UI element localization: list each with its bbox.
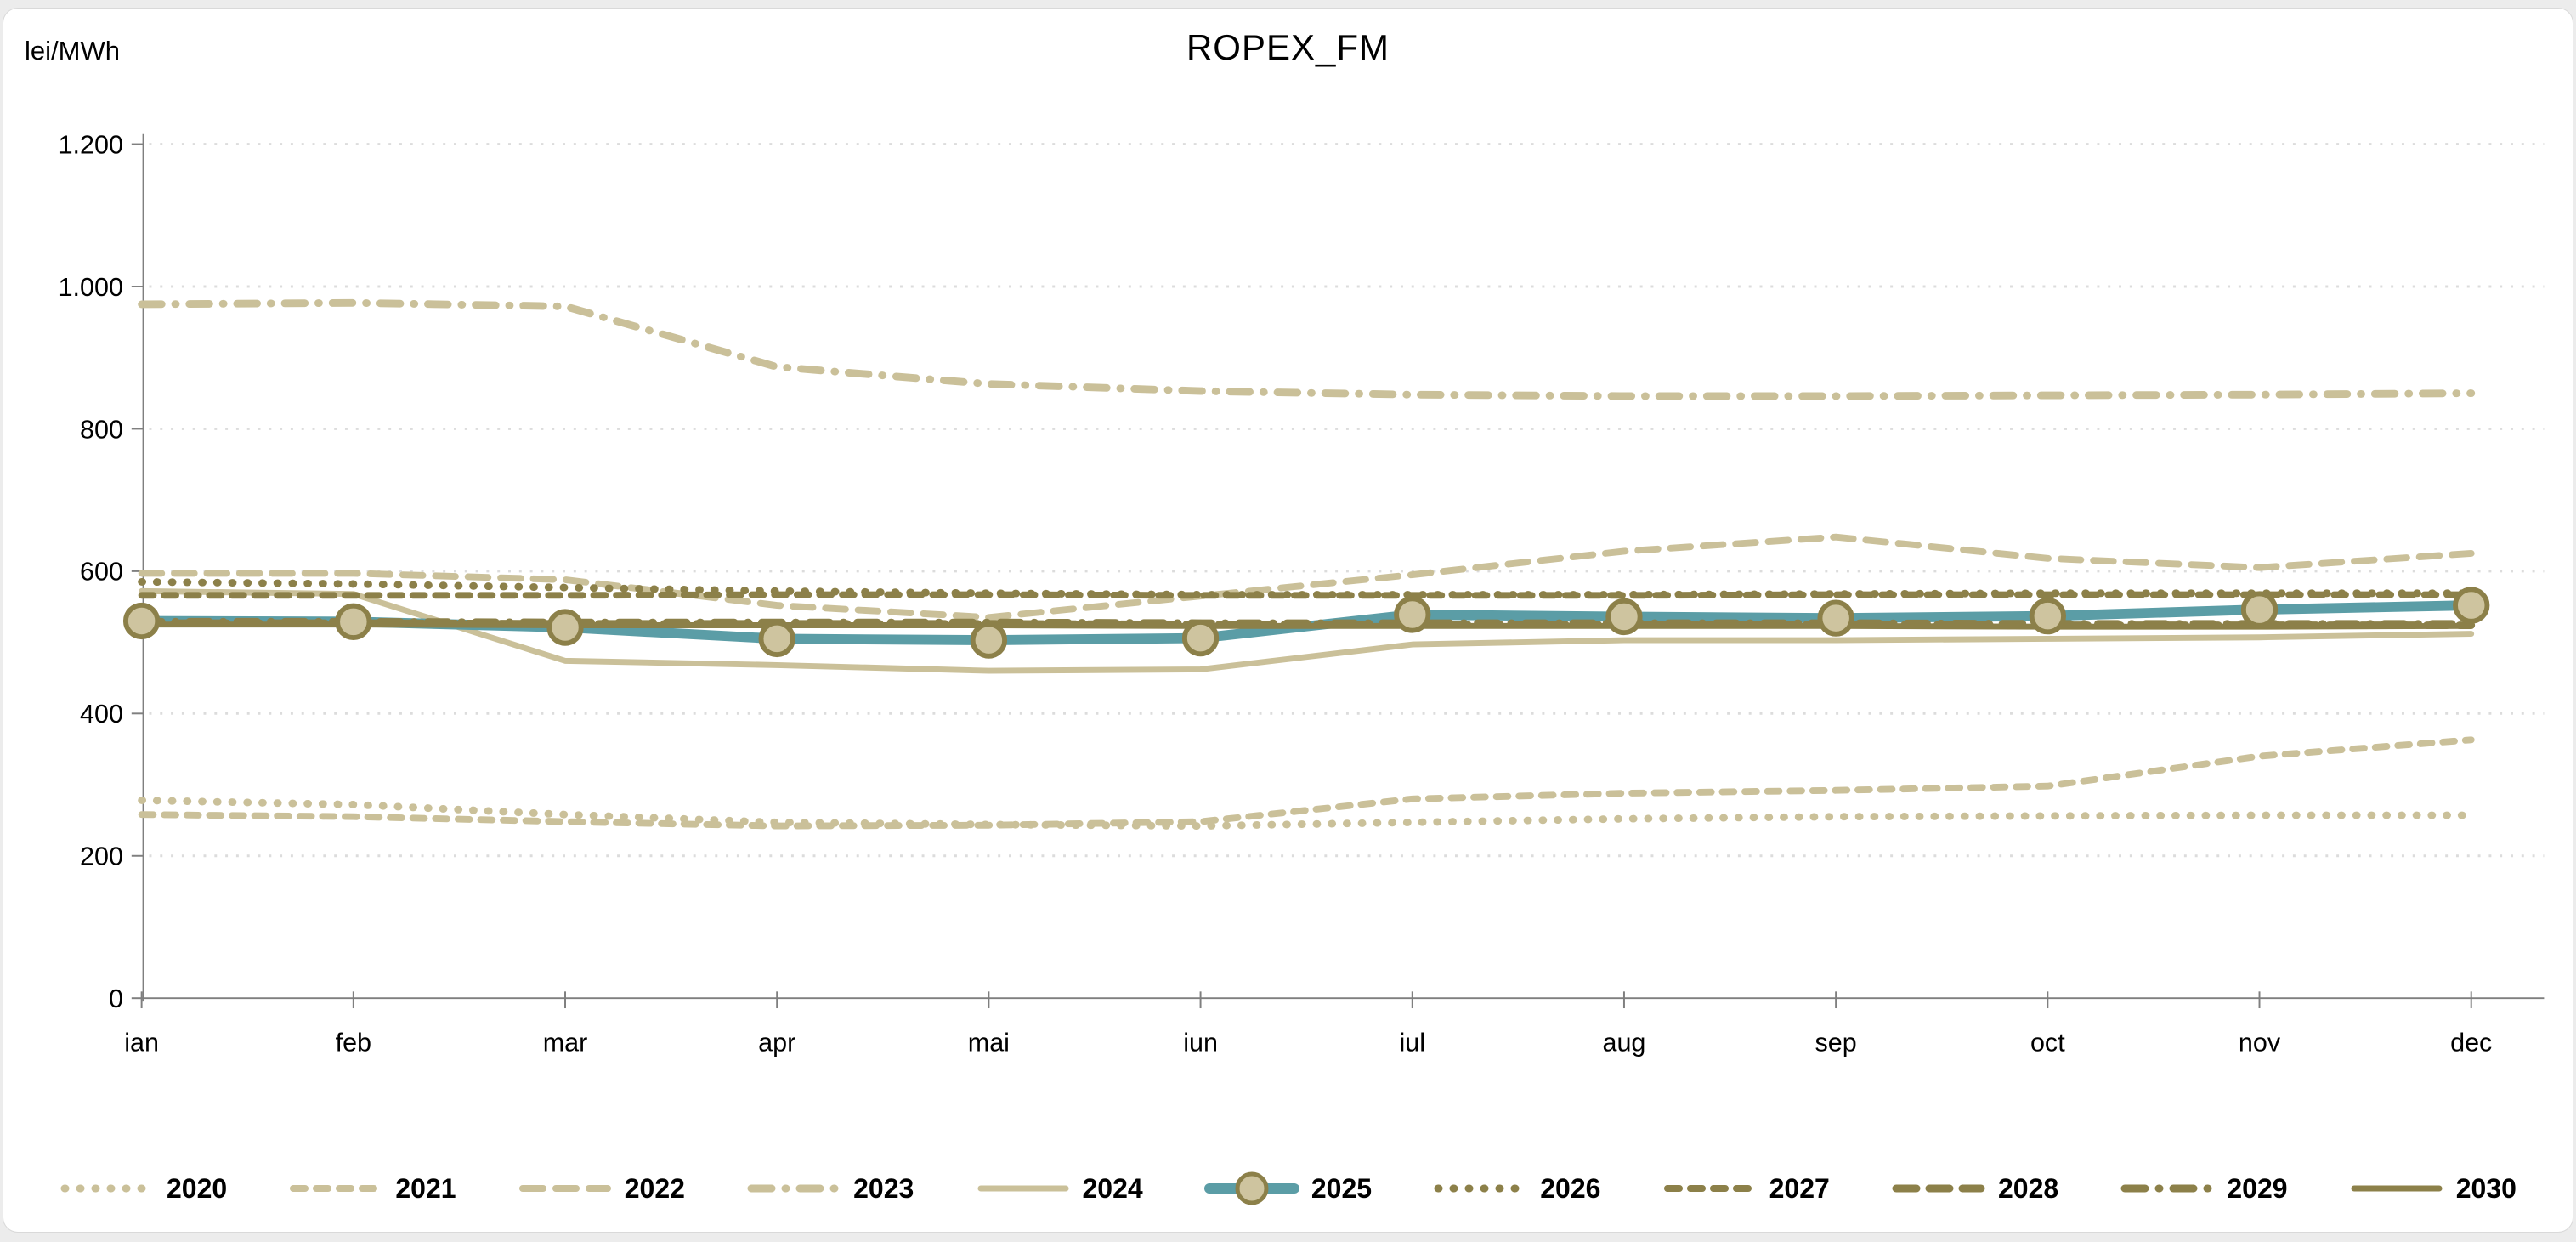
x-axis-month-label: dec [2450,1028,2492,1057]
legend-label-2030: 2030 [2455,1172,2517,1204]
series-line-2022 [138,533,2475,621]
legend-label-2020: 2020 [167,1172,228,1204]
y-axis-unit-label: lei/MWh [25,36,120,65]
x-axis-month-label: mar [543,1028,588,1057]
x-axis-month-label: iun [1183,1028,1218,1057]
data-point-marker [335,603,372,640]
data-point-marker [758,620,795,658]
legend-swatch-2024 [977,1185,1068,1192]
y-axis-tick-label: 800 [80,415,123,444]
data-point-marker [1394,596,1431,633]
series-line-2030 [139,621,2475,630]
series-line-2024 [139,587,2475,674]
legend-swatch-2028 [1892,1184,1985,1193]
x-axis-month-label: sep [1815,1028,1857,1057]
legend-swatch-2025 [1203,1171,1299,1205]
data-point-marker [1605,598,1643,636]
y-axis-tick-label: 200 [80,842,123,871]
legend-item-2025: 2025 [1203,1171,1373,1205]
legend-label-2024: 2024 [1082,1172,1143,1204]
data-point-marker [1817,599,1854,637]
series-line-2020 [138,797,2476,831]
legend-swatch-2020 [60,1184,154,1193]
legend-item-2022: 2022 [518,1171,685,1205]
axis-labels: 0 200 400 600 800 1.000 1.200 ian feb mar apr mai iu… [59,130,2493,1057]
chart-title: ROPEX_FM [1186,27,1390,67]
legend-swatch-2027 [1663,1185,1756,1192]
legend-swatch-2021 [290,1185,382,1192]
series-line-2023 [138,298,2476,400]
y-axis-tick-label: 0 [109,984,123,1013]
data-point-marker [2453,587,2490,624]
legend-swatch-2022 [518,1185,611,1192]
legend-item-2028: 2028 [1891,1171,2058,1205]
legend-label-2026: 2026 [1540,1172,1601,1204]
chart-card: ROPEX_FM lei/MWh 0 200 400 600 800 1.000 1.200… [3,8,2573,1233]
series-line-2021 [138,736,2475,830]
x-axis-month-label: iul [1399,1028,1425,1057]
x-axis-month-label: mai [968,1028,1010,1057]
legend-swatch-2023 [747,1184,841,1193]
data-point-marker [546,609,584,646]
data-point-marker [2029,597,2067,635]
data-point-marker [2240,591,2279,628]
data-point-marker [122,602,161,640]
y-axis-tick-label: 1.200 [59,130,123,159]
legend-item-2020: 2020 [59,1171,227,1205]
chart-legend: 2020 2021 2022 2023 2024 2025 2026 2027 2028 2029… [3,1171,2573,1205]
y-axis-tick-label: 600 [80,558,123,587]
legend-label-2023: 2023 [853,1172,914,1204]
x-axis-month-label: aug [1602,1028,1645,1057]
legend-item-2027: 2027 [1662,1171,1830,1205]
legend-item-2023: 2023 [746,1171,914,1205]
data-point-marker [970,621,1008,659]
y-axis-tick-label: 400 [80,700,123,729]
legend-label-2025: 2025 [1311,1172,1373,1204]
legend-item-2026: 2026 [1433,1171,1600,1205]
x-axis-month-label: feb [336,1028,371,1057]
legend-swatch-2029 [2120,1184,2214,1193]
y-axis-tick-label: 1.000 [59,273,123,302]
series-line-2027 [138,591,2475,599]
legend-label-2022: 2022 [624,1172,685,1204]
legend-item-2029: 2029 [2120,1171,2288,1205]
x-axis-month-label: ian [124,1028,159,1057]
x-axis-month-label: apr [758,1028,795,1057]
x-axis-month-label: nov [2239,1028,2281,1057]
data-point-marker [1181,619,1220,657]
gridlines [149,143,2545,858]
legend-label-2027: 2027 [1769,1172,1830,1204]
legend-label-2021: 2021 [395,1172,456,1204]
legend-label-2029: 2029 [2227,1172,2288,1204]
legend-item-2021: 2021 [288,1171,456,1205]
legend-item-2030: 2030 [2349,1171,2517,1205]
legend-label-2028: 2028 [1998,1172,2059,1204]
legend-swatch-2030 [2351,1185,2443,1192]
x-axis-month-label: oct [2030,1028,2065,1057]
series-markers-2025 [122,587,2490,659]
legend-swatch-2026 [1434,1184,1527,1193]
plot-area: 0 200 400 600 800 1.000 1.200 ian feb mar apr mai iu… [59,130,2545,1057]
legend-item-2024: 2024 [976,1171,1143,1205]
legend-marker-icon [1235,1171,1269,1205]
